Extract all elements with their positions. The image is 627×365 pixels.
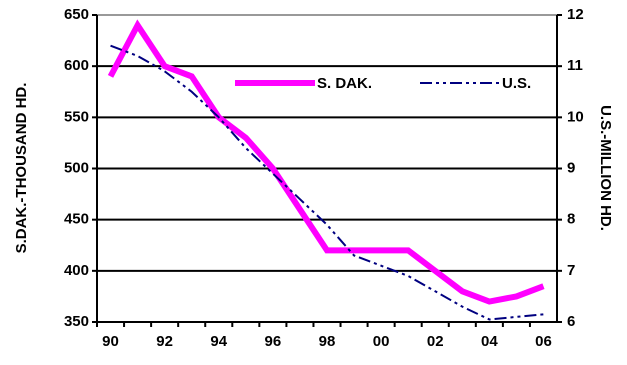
y-tick-label: 550 bbox=[64, 108, 89, 125]
line bbox=[110, 44, 544, 321]
x-tick-label: 98 bbox=[319, 333, 336, 350]
y-tick-label: 650 bbox=[64, 6, 89, 23]
y2-tick-label: 8 bbox=[567, 211, 575, 228]
y-tick-label: 500 bbox=[64, 159, 89, 176]
x-tick-label: 92 bbox=[156, 333, 173, 350]
line bbox=[107, 19, 545, 305]
legend-label: S. DAK. bbox=[317, 75, 372, 92]
y2-tick-label: 6 bbox=[567, 313, 575, 330]
y2-tick-label: 10 bbox=[567, 108, 584, 125]
x-tick-label: 04 bbox=[481, 333, 498, 350]
x-tick-label: 96 bbox=[265, 333, 282, 350]
x-tick-label: 02 bbox=[427, 333, 444, 350]
y-tick-label: 350 bbox=[64, 313, 89, 330]
y2-axis-label: U.S.-MILLION HD. bbox=[597, 105, 614, 231]
y-axis-label: S.DAK.-THOUSAND HD. bbox=[13, 83, 30, 254]
y2-tick-label: 9 bbox=[567, 159, 575, 176]
y-tick-label: 450 bbox=[64, 211, 89, 228]
x-tick-label: 00 bbox=[373, 333, 390, 350]
x-tick-label: 90 bbox=[102, 333, 119, 350]
y-tick-label: 400 bbox=[64, 262, 89, 279]
y2-tick-label: 12 bbox=[567, 6, 584, 23]
legend-label: U.S. bbox=[502, 75, 531, 92]
x-tick-label: 06 bbox=[535, 333, 552, 350]
y2-tick-label: 11 bbox=[567, 57, 583, 74]
y2-tick-label: 7 bbox=[567, 262, 575, 279]
x-tick-label: 94 bbox=[210, 333, 227, 350]
y-tick-label: 600 bbox=[64, 57, 89, 74]
